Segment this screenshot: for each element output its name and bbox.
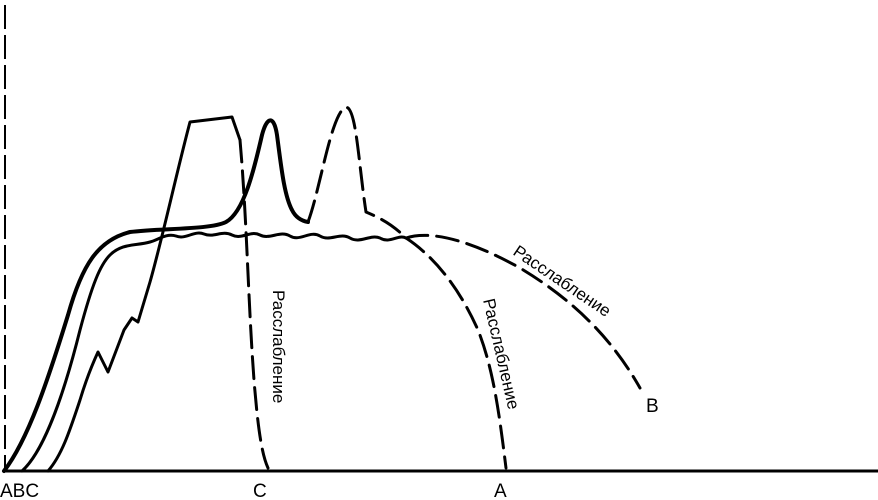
point-b-label: B — [646, 396, 659, 417]
relaxation-label-c: Расслабление — [269, 290, 288, 403]
origin-label: ABC — [0, 481, 39, 500]
relaxation-label-b: Расслабление — [510, 242, 615, 321]
curve-a-relaxation — [306, 105, 508, 470]
curve-a-solid — [2, 118, 310, 473]
curve-c-solid — [46, 115, 242, 473]
curve-b-relaxation — [404, 233, 642, 390]
point-a-label: A — [494, 481, 507, 500]
point-c-label: C — [253, 481, 267, 500]
curve-b-solid — [20, 231, 408, 473]
curve-c-relaxation — [238, 138, 270, 470]
